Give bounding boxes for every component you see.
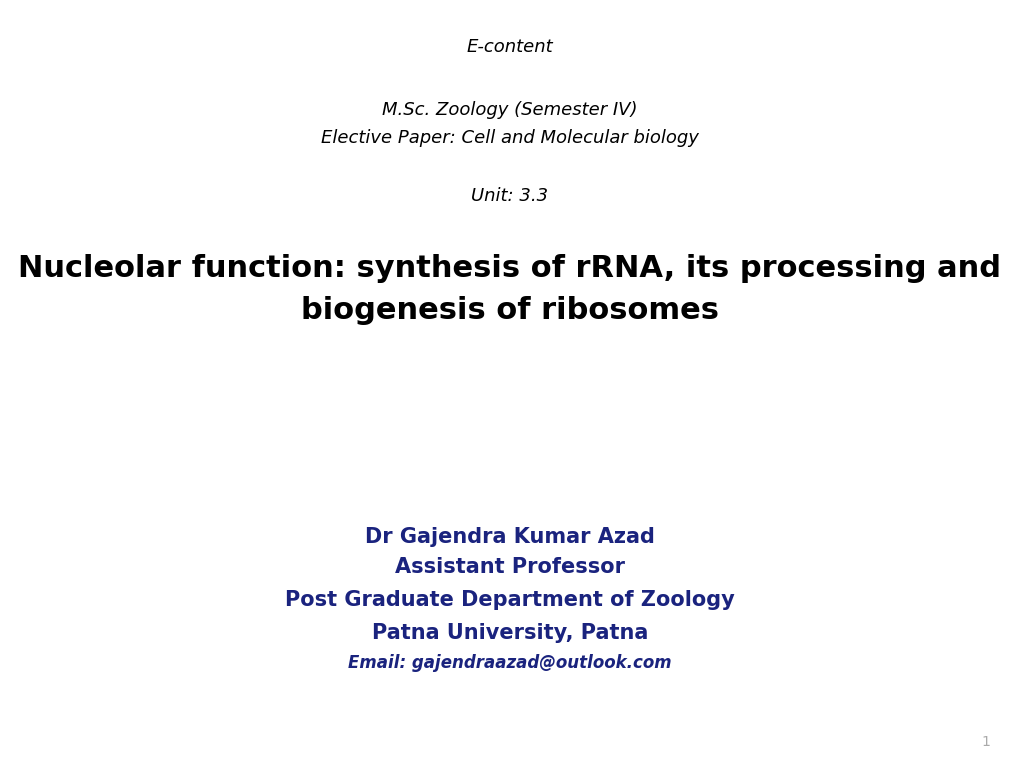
Text: 1: 1	[980, 735, 989, 749]
Text: Dr Gajendra Kumar Azad: Dr Gajendra Kumar Azad	[365, 527, 654, 547]
Text: E-content: E-content	[467, 38, 552, 56]
Text: Elective Paper: Cell and Molecular biology: Elective Paper: Cell and Molecular biolo…	[321, 129, 698, 147]
Text: Post Graduate Department of Zoology: Post Graduate Department of Zoology	[285, 590, 734, 610]
Text: Nucleolar function: synthesis of rRNA, its processing and: Nucleolar function: synthesis of rRNA, i…	[18, 253, 1001, 282]
Text: Patna University, Patna: Patna University, Patna	[372, 623, 647, 643]
Text: Unit: 3.3: Unit: 3.3	[471, 187, 548, 205]
Text: biogenesis of ribosomes: biogenesis of ribosomes	[301, 295, 718, 324]
Text: Email: gajendraazad@outlook.com: Email: gajendraazad@outlook.com	[347, 654, 672, 672]
Text: Assistant Professor: Assistant Professor	[394, 557, 625, 577]
Text: M.Sc. Zoology (Semester IV): M.Sc. Zoology (Semester IV)	[382, 101, 637, 119]
